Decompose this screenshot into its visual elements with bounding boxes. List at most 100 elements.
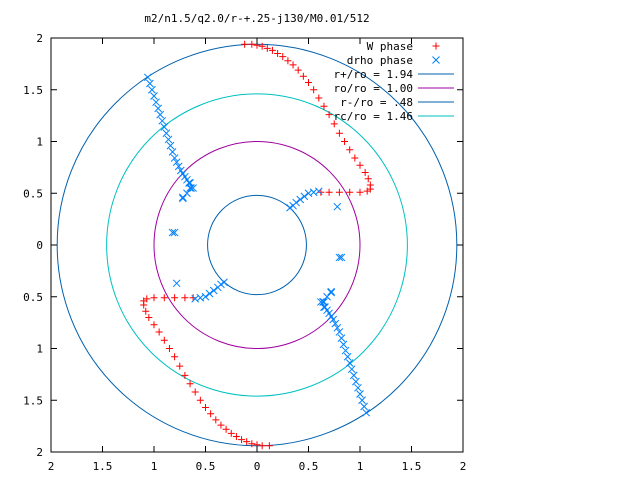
point-series-1-37 bbox=[327, 287, 336, 296]
point-series-0-28 bbox=[356, 188, 364, 196]
legend-label-3: ro/ro = 1.00 bbox=[334, 82, 413, 95]
y-tick-label-5: 0.5 bbox=[23, 291, 43, 304]
point-series-1-41 bbox=[358, 396, 366, 405]
x-tick-label-5: 0.5 bbox=[299, 460, 319, 473]
point-series-0-41 bbox=[222, 425, 230, 433]
point-series-0-31 bbox=[325, 188, 333, 196]
x-tick-label-2: 1 bbox=[151, 460, 158, 473]
point-series-0-51 bbox=[171, 353, 179, 361]
point-series-1-64 bbox=[337, 253, 346, 262]
point-series-1-52 bbox=[335, 328, 344, 336]
point-series-0-63 bbox=[171, 294, 179, 302]
point-series-1-38 bbox=[335, 253, 344, 262]
point-series-1-24 bbox=[178, 193, 187, 202]
point-series-1-61 bbox=[320, 298, 328, 306]
point-series-0-9 bbox=[289, 61, 297, 69]
point-series-0-55 bbox=[150, 321, 158, 329]
point-series-1-39 bbox=[362, 408, 371, 417]
point-series-0-17 bbox=[330, 120, 338, 128]
circle-series-5 bbox=[106, 93, 408, 397]
point-series-1-31 bbox=[300, 192, 309, 201]
point-series-0-40 bbox=[227, 429, 235, 437]
point-series-1-76 bbox=[178, 194, 187, 203]
point-series-0-8 bbox=[284, 57, 292, 65]
point-series-0-32 bbox=[317, 188, 325, 196]
point-series-0-53 bbox=[160, 336, 168, 344]
point-series-1-35 bbox=[317, 298, 325, 306]
point-series-0-27 bbox=[363, 187, 371, 195]
x-tick-label-4: 0 bbox=[254, 460, 261, 473]
x-tick-label-6: 1 bbox=[357, 460, 364, 473]
legend-label-2: r+/ro = 1.94 bbox=[334, 68, 414, 81]
point-series-1-45 bbox=[349, 371, 358, 380]
point-series-1-6 bbox=[156, 110, 165, 119]
point-series-0-23 bbox=[361, 169, 369, 177]
x-tick-label-3: 0.5 bbox=[196, 460, 216, 473]
chart-title: m2/n1.5/q2.0/r-+.25-j130/M0.01/512 bbox=[144, 12, 369, 25]
point-series-0-42 bbox=[217, 421, 225, 429]
point-series-1-29 bbox=[292, 198, 300, 207]
point-series-0-36 bbox=[248, 440, 256, 448]
point-series-1-15 bbox=[174, 162, 183, 171]
point-series-1-11 bbox=[166, 141, 175, 150]
point-series-1-1 bbox=[146, 79, 154, 88]
legend-label-4: r-/ro = .48 bbox=[340, 96, 413, 109]
point-series-1-47 bbox=[345, 359, 354, 367]
point-series-0-30 bbox=[335, 188, 343, 196]
point-series-0-45 bbox=[202, 403, 209, 411]
point-series-0-61 bbox=[150, 294, 158, 302]
point-series-1-25 bbox=[168, 228, 177, 237]
point-series-0-1 bbox=[248, 40, 256, 48]
point-series-1-49 bbox=[341, 346, 350, 355]
point-series-1-53 bbox=[333, 323, 342, 332]
point-series-1-75 bbox=[185, 179, 193, 187]
y-tick-label-1: 1.5 bbox=[23, 84, 43, 97]
y-tick-label-0: 2 bbox=[36, 32, 43, 45]
circle-series-4 bbox=[207, 194, 307, 296]
point-series-0-49 bbox=[181, 371, 189, 379]
point-series-0-4 bbox=[263, 44, 271, 52]
legend-marker-1 bbox=[432, 56, 440, 64]
point-series-1-74 bbox=[189, 184, 197, 192]
point-series-0-50 bbox=[176, 362, 184, 370]
point-series-0-15 bbox=[320, 102, 328, 110]
point-series-0-12 bbox=[305, 79, 312, 87]
point-series-1-12 bbox=[168, 147, 177, 156]
x-tick-label-8: 2 bbox=[460, 460, 467, 473]
point-series-1-54 bbox=[331, 319, 340, 328]
point-series-1-73 bbox=[191, 294, 200, 303]
point-series-0-3 bbox=[258, 42, 266, 50]
point-series-0-39 bbox=[232, 432, 240, 440]
point-series-1-0 bbox=[143, 73, 152, 82]
point-series-1-48 bbox=[343, 352, 352, 361]
point-series-0-5 bbox=[268, 46, 276, 54]
point-series-0-56 bbox=[145, 313, 153, 321]
point-series-1-51 bbox=[337, 334, 346, 343]
point-series-0-34 bbox=[258, 442, 266, 450]
point-series-0-47 bbox=[191, 388, 199, 396]
point-series-1-65 bbox=[333, 202, 342, 211]
point-series-0-37 bbox=[243, 438, 251, 446]
point-series-0-14 bbox=[315, 94, 323, 102]
y-tick-label-7: 1.5 bbox=[23, 394, 43, 407]
point-series-1-26 bbox=[172, 279, 181, 288]
y-tick-label-4: 0 bbox=[36, 239, 43, 252]
y-tick-label-2: 1 bbox=[36, 136, 43, 149]
point-series-1-8 bbox=[160, 123, 169, 131]
point-series-1-44 bbox=[352, 377, 360, 386]
data-points bbox=[140, 40, 374, 450]
x-tick-label-7: 1.5 bbox=[402, 460, 422, 473]
point-series-1-14 bbox=[172, 158, 181, 167]
y-tick-label-6: 1 bbox=[36, 343, 43, 356]
y-tick-label-8: 2 bbox=[36, 446, 43, 459]
point-series-1-13 bbox=[170, 154, 179, 162]
point-series-0-64 bbox=[181, 294, 189, 302]
point-series-1-42 bbox=[356, 390, 364, 398]
point-series-0-19 bbox=[341, 138, 349, 145]
point-series-1-4 bbox=[152, 98, 160, 107]
point-series-1-40 bbox=[360, 402, 368, 411]
point-series-0-65 bbox=[189, 294, 197, 302]
point-series-0-10 bbox=[294, 66, 302, 74]
point-series-1-68 bbox=[214, 283, 222, 292]
